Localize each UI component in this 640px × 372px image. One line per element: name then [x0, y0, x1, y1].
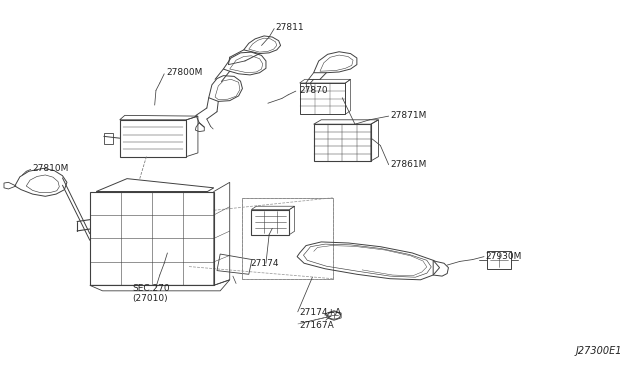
Bar [314, 124, 371, 161]
Text: 27800M: 27800M [166, 68, 202, 77]
Text: 27871M: 27871M [390, 111, 426, 120]
Bar [90, 192, 214, 285]
Text: J27300E1: J27300E1 [575, 346, 622, 356]
Bar [300, 83, 346, 114]
Text: 27810M: 27810M [33, 164, 69, 173]
Text: 27870: 27870 [300, 86, 328, 95]
Text: 27861M: 27861M [390, 160, 426, 169]
Bar [252, 209, 289, 235]
Bar [243, 198, 333, 279]
Text: 27174: 27174 [250, 260, 278, 269]
Text: (27010): (27010) [132, 294, 168, 303]
Text: 27174+A: 27174+A [300, 308, 342, 317]
Text: 27167A: 27167A [300, 321, 335, 330]
Text: 27811: 27811 [275, 23, 304, 32]
Bar [486, 251, 511, 269]
Text: 27930M: 27930M [485, 252, 522, 261]
Text: SEC.270: SEC.270 [132, 284, 170, 293]
Bar [120, 120, 186, 157]
